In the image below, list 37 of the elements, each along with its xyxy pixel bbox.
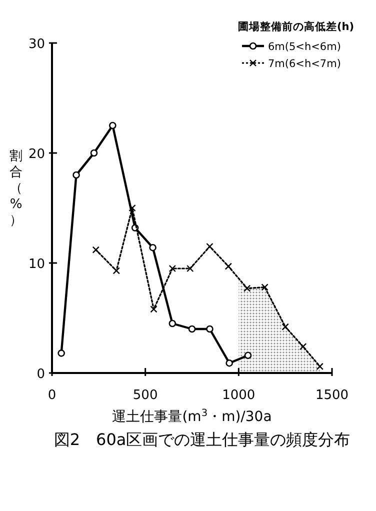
x-tick-label: 1500: [315, 388, 349, 403]
point: [168, 264, 176, 272]
x-tick-label: 500: [132, 388, 158, 403]
point: [226, 359, 233, 367]
x-tick-label: 1000: [222, 388, 256, 403]
point: [243, 284, 251, 292]
point: [316, 362, 324, 370]
legend-label: 7m(6<h<7m): [268, 58, 341, 70]
point: [128, 204, 136, 212]
y-tick-label: 10: [28, 257, 45, 272]
x-tick-label: 0: [48, 388, 56, 403]
point: [58, 350, 65, 357]
point: [282, 323, 289, 330]
y-axis-title: 割合（%）: [10, 149, 22, 228]
point: [206, 242, 214, 250]
legend-title: 圃場整備前の高低差(h): [238, 20, 354, 33]
point: [206, 325, 214, 333]
point: [150, 306, 158, 313]
y-tick-label: 20: [28, 147, 45, 162]
point: [188, 325, 196, 333]
point: [112, 267, 120, 274]
point: [149, 244, 156, 252]
x-axis-title: 運土仕事量(m$^{3}$・m)/30a: [112, 408, 272, 425]
legend-label: 6m(5<h<6m): [268, 41, 341, 53]
point: [109, 122, 116, 130]
y-tick-label: 30: [28, 37, 45, 52]
y-tick-label: 0: [36, 367, 45, 382]
point: [261, 284, 268, 291]
point: [72, 171, 80, 179]
point: [186, 264, 194, 272]
point: [90, 149, 98, 157]
point: [224, 262, 232, 270]
point: [299, 343, 307, 350]
text: 図2 60a区画での運土仕事量の頻度分布: [54, 430, 350, 449]
point: [92, 246, 100, 254]
point: [168, 320, 176, 328]
point: [244, 352, 252, 360]
